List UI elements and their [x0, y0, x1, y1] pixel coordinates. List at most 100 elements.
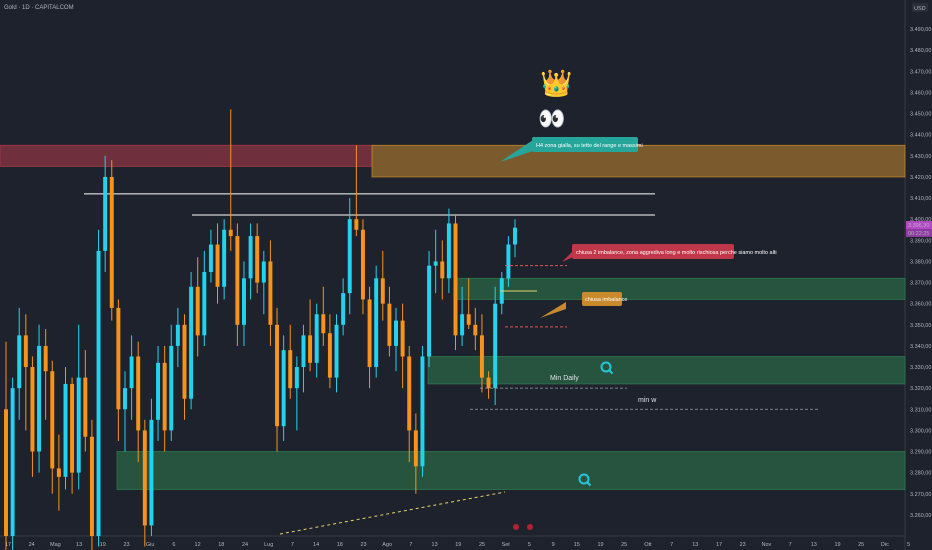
candle-body: [374, 278, 379, 368]
price-tick-label: 3.470,00: [910, 69, 931, 75]
candle-body: [182, 324, 187, 399]
candle-body: [479, 335, 484, 378]
price-tick-label: 3.360,00: [910, 302, 931, 308]
h4-yellow-zone: [371, 144, 906, 178]
price-tick-label: 3.370,00: [910, 281, 931, 287]
price-tick-label: 3.420,00: [910, 175, 931, 181]
candle-body: [394, 320, 398, 346]
candle-body: [63, 383, 68, 477]
time-tick-label: 13: [692, 542, 698, 548]
candle-body: [347, 219, 352, 294]
price-tick-label: 3.350,00: [910, 323, 931, 329]
candle-body: [334, 324, 339, 378]
time-tick-label: 7: [291, 542, 294, 548]
price-tick-label: 3.440,00: [910, 133, 931, 139]
price-tick-label: 3.260,00: [910, 513, 931, 519]
currency-badge: [912, 3, 928, 12]
time-tick-label: 25: [621, 542, 627, 548]
price-tick-label: 3.380,00: [910, 259, 931, 265]
time-tick-label: 24: [29, 542, 35, 548]
candle-body: [460, 314, 465, 336]
candle-body: [169, 345, 174, 431]
candle-body: [37, 345, 42, 452]
candle-body: [341, 293, 346, 325]
imbalance-callout-box: [572, 244, 734, 259]
candle-body: [83, 377, 88, 437]
candle-body: [116, 307, 121, 410]
candle-body: [453, 223, 458, 336]
red-zone: [0, 144, 373, 167]
time-tick-label: 19: [834, 542, 840, 548]
magnifier-icon: [578, 473, 590, 485]
green-zone-3: [116, 451, 906, 490]
price-tick-label: 3.300,00: [910, 428, 931, 434]
time-tick-label: 13: [811, 542, 817, 548]
candle-body: [208, 244, 213, 272]
time-tick-label: 19: [100, 542, 106, 548]
time-tick-label: 5: [528, 542, 531, 548]
time-tick-label: Ott: [644, 542, 652, 548]
candle-body: [473, 324, 478, 336]
candle-body: [327, 333, 332, 378]
magnifier-icon-handle: [608, 369, 614, 375]
candle-body: [261, 261, 266, 283]
time-tick-label: Lug: [264, 542, 273, 548]
time-tick-label: 17: [5, 542, 11, 548]
time-tick-label: 24: [242, 542, 248, 548]
candle-body: [446, 223, 451, 279]
candle-body: [367, 299, 372, 368]
time-tick-label: 7: [670, 542, 673, 548]
price-tick-label: 3.310,00: [910, 407, 931, 413]
magnifier-icon-handle: [586, 481, 592, 487]
candle-body: [288, 350, 293, 389]
candle-body: [70, 383, 75, 473]
candle-body: [109, 176, 114, 308]
candle-body: [407, 356, 412, 431]
h4-callout-box: [532, 137, 638, 152]
candle-body: [380, 278, 385, 304]
candle-body: [314, 314, 319, 363]
eyes-icon: 👀: [538, 107, 565, 132]
countdown-badge: [906, 229, 932, 238]
time-tick-label: 7: [789, 542, 792, 548]
candle-body: [440, 261, 445, 279]
time-tick-label: 18: [218, 542, 224, 548]
time-tick-label: Ago: [382, 542, 392, 548]
time-tick-label: Dic: [881, 542, 889, 548]
price-tick-label: 3.480,00: [910, 48, 931, 54]
countdown-label: 00:22:25: [908, 231, 929, 237]
candle-body: [433, 261, 438, 266]
price-tick-label: 3.450,00: [910, 112, 931, 118]
candle-body: [149, 419, 154, 526]
time-tick-label: 18: [337, 542, 343, 548]
candle-body: [195, 286, 200, 336]
candle-body: [308, 335, 313, 363]
candle-body: [129, 356, 134, 389]
time-tick-label: 12: [195, 542, 201, 548]
price-tick-label: 3.290,00: [910, 450, 931, 456]
price-tick-label: 3.330,00: [910, 365, 931, 371]
time-tick-label: 25: [479, 542, 485, 548]
green-zone-1: [454, 277, 906, 300]
candle-body: [294, 367, 299, 389]
candle-body: [162, 362, 167, 431]
time-tick-label: 5: [907, 542, 910, 548]
candle-body: [222, 229, 227, 287]
price-tick-label: 3.410,00: [910, 196, 931, 202]
time-tick-label: 25: [858, 542, 864, 548]
us-flag-icon: [513, 524, 519, 530]
candle-body: [228, 229, 233, 237]
time-tick-label: 19: [597, 542, 603, 548]
candle-body: [30, 367, 35, 452]
candle-body: [513, 227, 517, 245]
candle-body: [506, 244, 511, 279]
candle-body: [136, 356, 141, 431]
candle-body: [360, 229, 365, 300]
price-tick-label: 3.340,00: [910, 344, 931, 350]
candle-body: [493, 303, 498, 389]
candle-body: [275, 324, 280, 427]
time-tick-label: 13: [432, 542, 438, 548]
price-tick-label: 3.400,00: [910, 217, 931, 223]
candle-body: [189, 286, 194, 399]
